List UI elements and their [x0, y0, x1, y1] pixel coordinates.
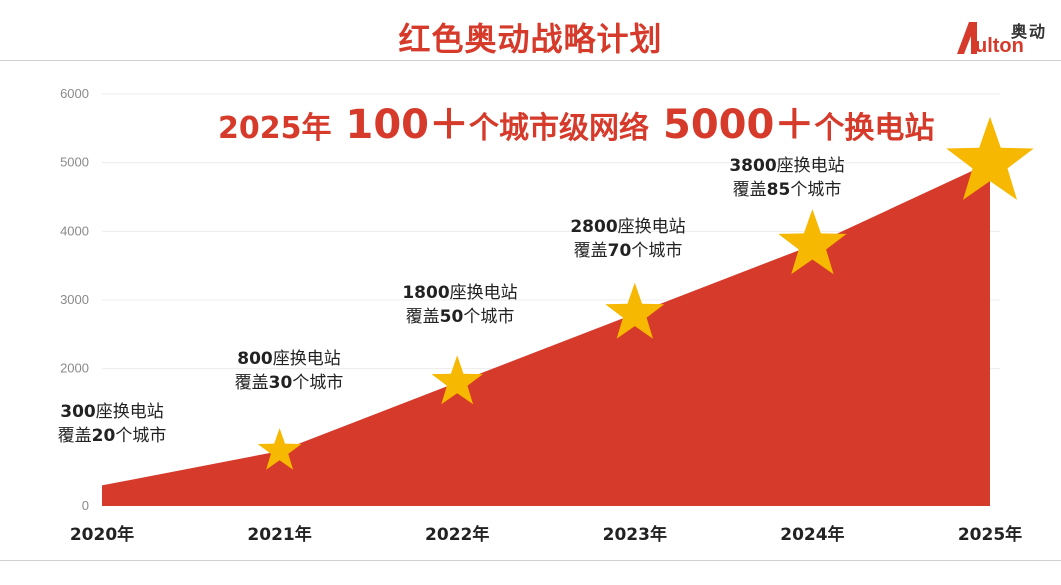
annotation-cover-text: 覆盖	[574, 241, 608, 261]
annotation-city-text: 个城市	[292, 373, 343, 393]
x-tick-label: 2023年	[603, 524, 667, 545]
y-tick-label: 2000	[60, 361, 89, 376]
annotation-city-text: 个城市	[463, 307, 514, 327]
y-tick-label: 0	[82, 498, 89, 513]
annotation-city-text: 个城市	[631, 241, 682, 261]
annotation-city-text: 个城市	[790, 180, 841, 200]
annotation-station-count: 1800	[402, 283, 449, 303]
annotation-station-text: 座换电站	[273, 349, 341, 369]
x-tick-label: 2025年	[958, 524, 1022, 545]
headline-stations-number: 5000＋	[663, 102, 815, 148]
annotation-station-count: 3800	[729, 156, 776, 176]
annotation-cover-text: 覆盖	[406, 307, 440, 327]
y-tick-label: 3000	[60, 292, 89, 307]
annotation-city-text: 个城市	[115, 426, 166, 446]
aulton-logo: 奥动 ulton	[955, 18, 1055, 58]
annotation-city-count: 70	[608, 241, 632, 261]
annotation-city-count: 85	[767, 180, 791, 200]
annotation-station-count: 300	[60, 402, 96, 422]
annotation-station-text: 座换电站	[618, 217, 686, 237]
annotation-line-1: 1800座换电站	[402, 283, 517, 303]
annotation-city-count: 30	[269, 373, 293, 393]
y-axis-ticks: 0 2000 3000 4000 5000 6000	[60, 86, 89, 513]
logo-mark-icon	[957, 22, 977, 54]
x-tick-label: 2022年	[425, 524, 489, 545]
chart-area	[102, 162, 990, 506]
annotation-line-2: 覆盖50个城市	[406, 307, 515, 327]
annotation-station-count: 2800	[570, 217, 617, 237]
y-tick-label: 5000	[60, 155, 89, 170]
y-tick-label: 6000	[60, 86, 89, 101]
headline-stations-text: 个换电站	[814, 111, 935, 146]
annotation-station-text: 座换电站	[96, 402, 164, 422]
annotation-line-1: 800座换电站	[237, 349, 341, 369]
star-icon	[605, 282, 665, 339]
area-series	[102, 162, 990, 506]
chart-annotations: 300座换电站覆盖20个城市800座换电站覆盖30个城市1800座换电站覆盖50…	[58, 156, 845, 446]
x-axis-labels: 2020年 2021年 2022年 2023年 2024年 2025年	[70, 524, 1022, 545]
y-tick-label: 4000	[60, 223, 89, 238]
logo-english-text: ulton	[975, 35, 1024, 57]
annotation-line-1: 3800座换电站	[729, 156, 844, 176]
annotation-city-count: 50	[440, 307, 464, 327]
annotation-station-text: 座换电站	[450, 283, 518, 303]
headline-cities-number: 100＋	[345, 102, 470, 148]
x-tick-label: 2024年	[780, 524, 844, 545]
star-icon	[778, 209, 847, 275]
star-icon	[431, 355, 483, 405]
x-tick-label: 2020年	[70, 524, 134, 545]
annotation-line-1: 300座换电站	[60, 402, 164, 422]
chart-stars	[257, 116, 1034, 470]
annotation-station-count: 800	[237, 349, 273, 369]
headline-year: 2025年	[218, 111, 332, 146]
annotation-station-text: 座换电站	[777, 156, 845, 176]
annotation-cover-text: 覆盖	[733, 180, 767, 200]
headline-cities-text: 个城市级网络	[469, 111, 649, 146]
annotation-line-2: 覆盖85个城市	[733, 180, 842, 200]
x-tick-label: 2021年	[247, 524, 311, 545]
annotation-line-2: 覆盖20个城市	[58, 426, 167, 446]
annotation-cover-text: 覆盖	[235, 373, 269, 393]
headline-goal: 2025年 100＋个城市级网络 5000＋个换电站	[218, 92, 934, 150]
star-icon	[257, 428, 302, 470]
annotation-line-2: 覆盖70个城市	[574, 241, 683, 261]
footer-divider	[0, 560, 1061, 561]
annotation-cover-text: 覆盖	[58, 426, 92, 446]
annotation-line-1: 2800座换电站	[570, 217, 685, 237]
header-divider	[0, 60, 1061, 61]
annotation-city-count: 20	[92, 426, 116, 446]
star-icon	[946, 116, 1034, 200]
logo-chinese-text: 奥动	[1011, 22, 1048, 41]
annotation-line-2: 覆盖30个城市	[235, 373, 344, 393]
page-title: 红色奥动战略计划	[398, 20, 663, 58]
